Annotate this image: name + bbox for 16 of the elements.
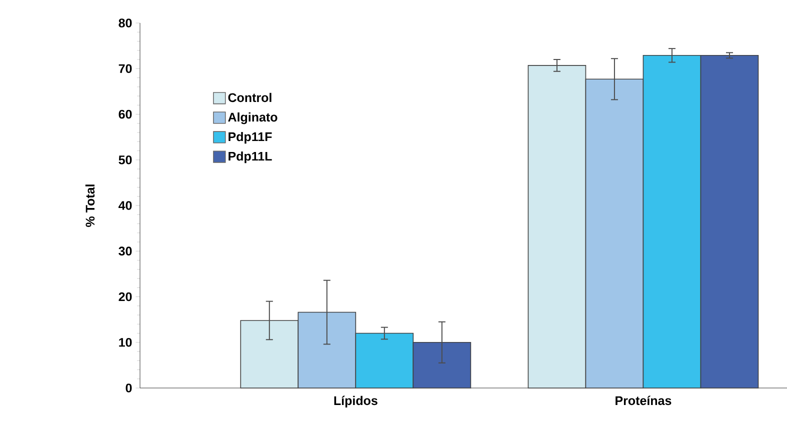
y-tick-label: 60 [118,110,132,119]
legend-label: Alginato [228,112,278,124]
y-tick-label: 0 [126,384,132,392]
y-tick-label: 10 [119,338,132,347]
x-tick-label: Proteínas [616,396,672,406]
y-tick-label: 20 [118,292,132,302]
y-axis-title: % Total [85,184,95,227]
legend-label: Pdp11L [228,151,272,164]
legend-label: Pdp11F [228,132,272,144]
x-tick-label: Lípidos [334,396,378,408]
y-tick-label: 50 [118,155,132,164]
y-tick-label: 80 [118,18,132,28]
y-tick-label: 30 [118,246,132,256]
y-tick-label: 40 [118,201,132,210]
y-tick-label: 70 [118,64,132,74]
legend-label: Control [228,92,272,102]
